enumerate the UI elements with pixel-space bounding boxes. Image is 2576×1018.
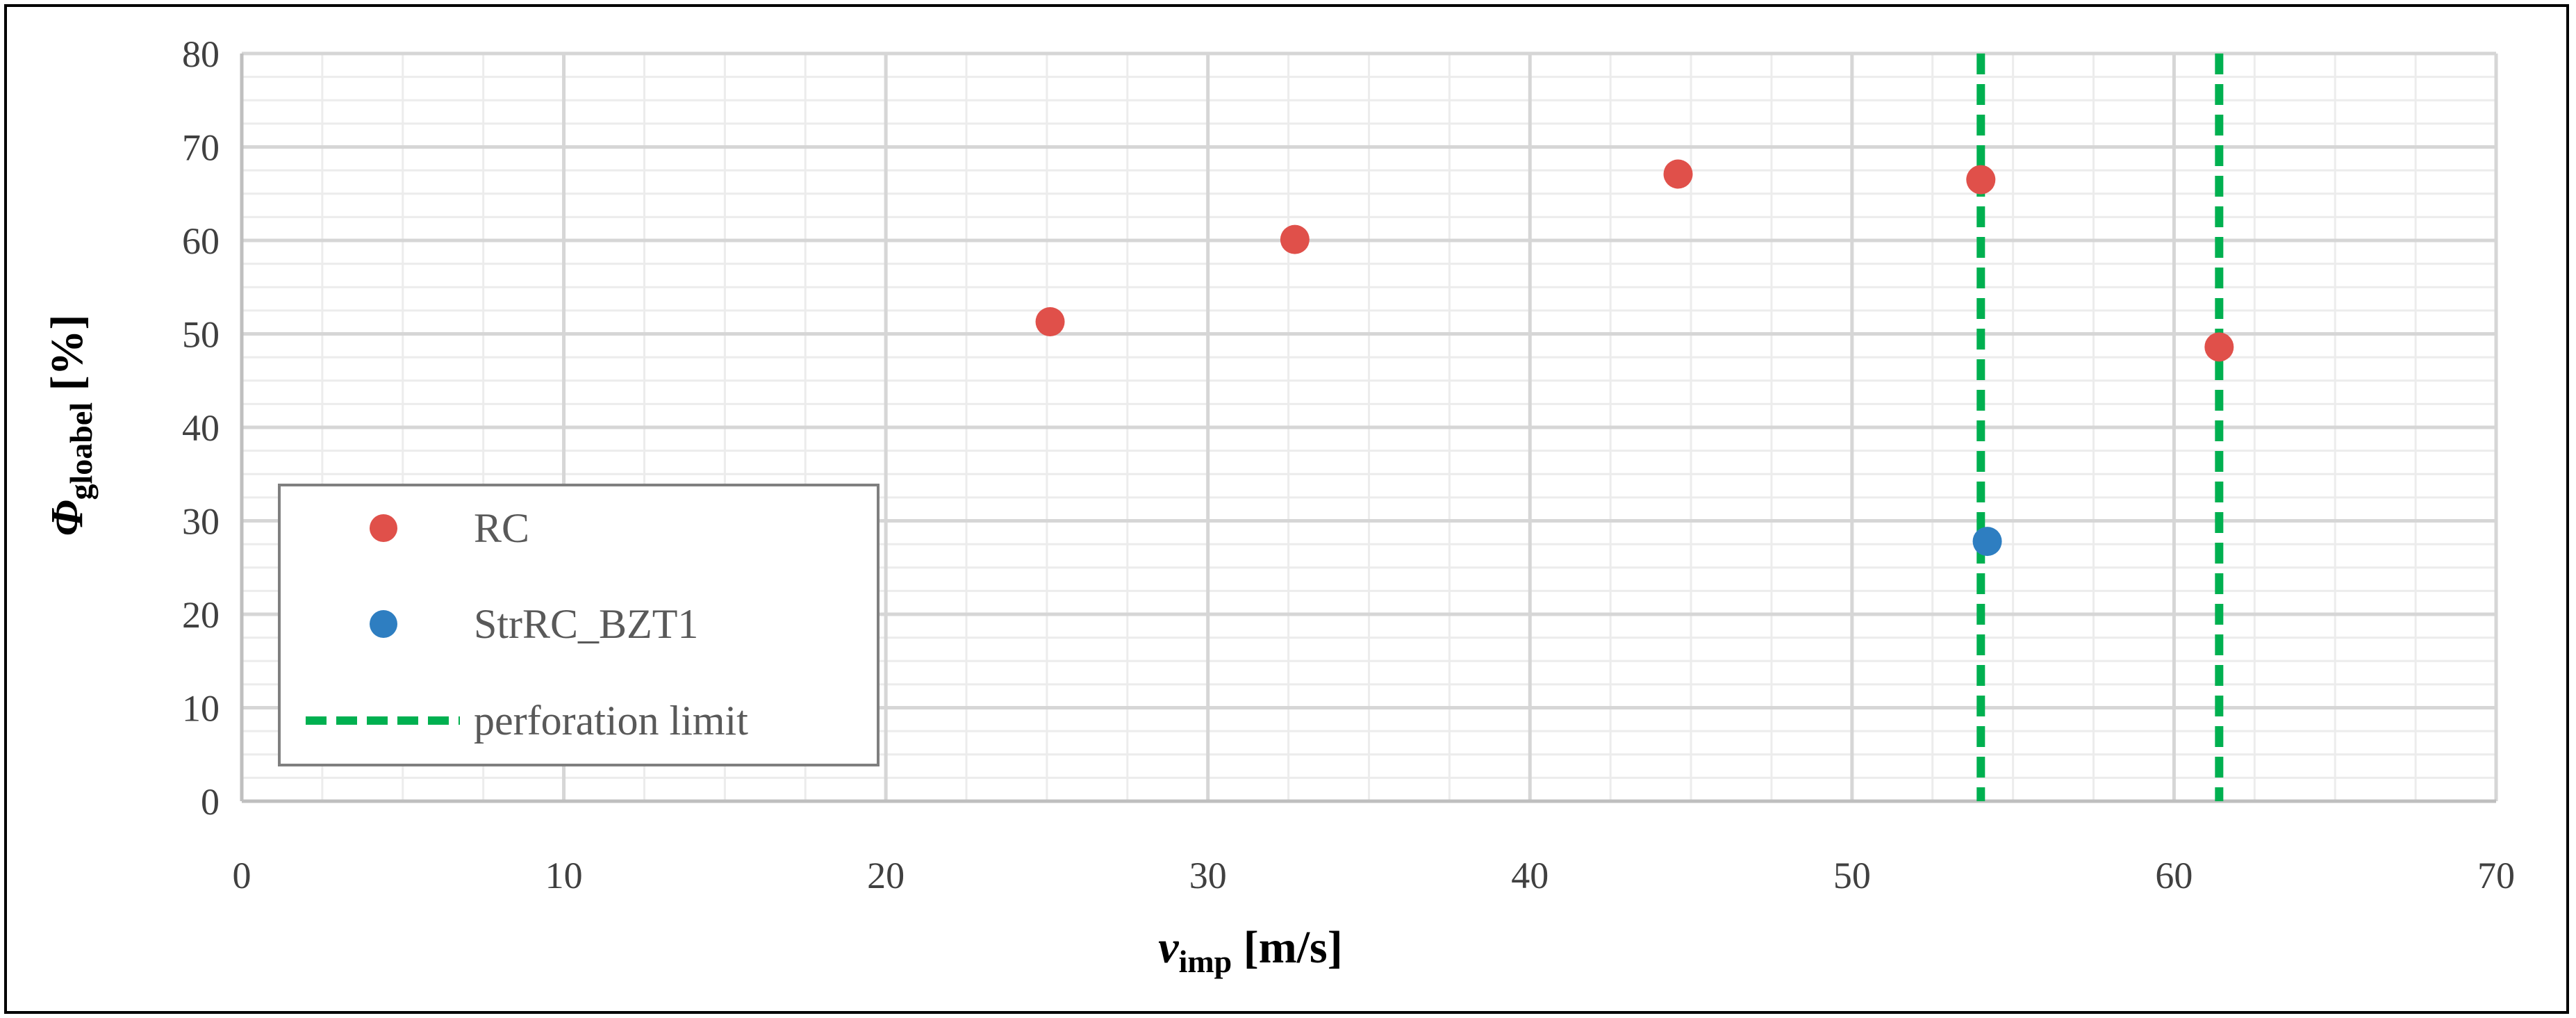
y-tick-label: 0 [201, 781, 220, 823]
legend-label-rc: RC [474, 505, 529, 551]
y-tick-label: 80 [182, 33, 220, 75]
legend-label-perforation-limit: perforation limit [474, 698, 748, 744]
legend-marker-strrc-bzt1 [370, 610, 397, 638]
x-tick-label: 20 [867, 855, 905, 896]
data-point-rc [1035, 307, 1065, 337]
x-tick-label: 0 [233, 855, 251, 896]
x-tick-label: 30 [1189, 855, 1227, 896]
x-tick-label: 50 [1833, 855, 1871, 896]
y-axis-title-sub: gloabel [63, 402, 99, 500]
data-point-rc [2204, 332, 2234, 362]
data-point-rc [1663, 159, 1693, 189]
x-tick-labels: 0 10 20 30 40 50 60 70 [233, 855, 2516, 896]
legend-label-strrc-bzt1: StrRC_BZT1 [474, 601, 698, 647]
y-axis-title-main: Φ [42, 500, 92, 536]
y-tick-label: 60 [182, 220, 220, 262]
x-axis-title-sub: imp [1179, 944, 1232, 979]
x-axis-title: vimp [m/s] [1158, 922, 1342, 979]
y-tick-label: 40 [182, 407, 220, 449]
x-axis-title-main: v [1158, 922, 1179, 973]
x-tick-label: 40 [1511, 855, 1549, 896]
legend: RC StrRC_BZT1 perforation limit [278, 484, 880, 766]
legend-marker-rc [370, 514, 397, 542]
y-tick-label: 70 [182, 127, 220, 169]
y-tick-label: 30 [182, 501, 220, 543]
data-points [1035, 159, 2234, 557]
x-tick-label: 10 [545, 855, 583, 896]
y-tick-labels: 0 10 20 30 40 50 60 70 80 [182, 33, 220, 823]
y-tick-label: 10 [182, 688, 220, 730]
x-axis-title-unit: [m/s] [1232, 922, 1342, 973]
data-point-strrc-bzt1 [1972, 527, 2002, 557]
axis-lines [240, 54, 2496, 803]
y-tick-label: 50 [182, 314, 220, 356]
x-tick-label: 70 [2477, 855, 2515, 896]
y-axis-title: Φgloabel [%] [42, 314, 99, 536]
y-axis-title-unit: [%] [42, 314, 92, 402]
data-point-rc [1280, 224, 1310, 254]
y-tick-label: 20 [182, 594, 220, 636]
x-tick-label: 60 [2155, 855, 2193, 896]
data-point-rc [1966, 165, 1996, 195]
